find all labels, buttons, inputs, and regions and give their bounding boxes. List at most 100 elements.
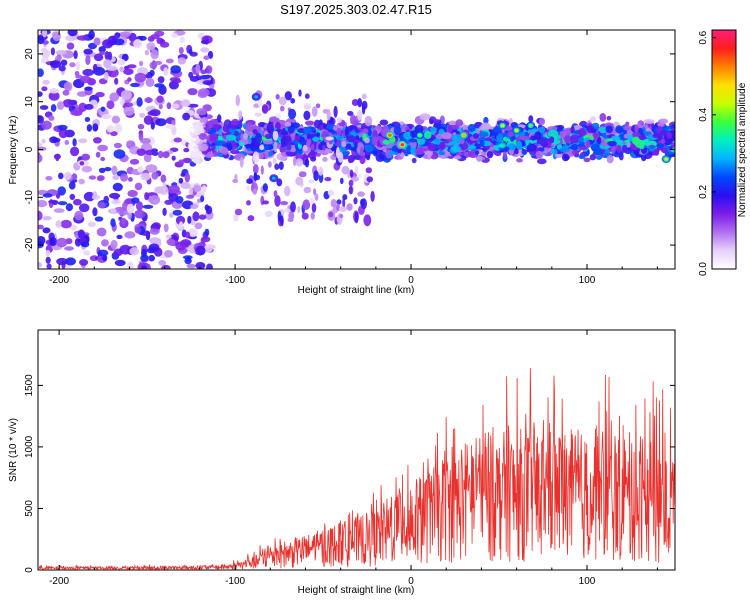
- heatmap-cell: [60, 219, 72, 229]
- heatmap-cell: [246, 200, 251, 206]
- heatmap-cell: [188, 228, 198, 238]
- heatmap-cell: [198, 133, 207, 140]
- heatmap-cell: [169, 212, 174, 218]
- heatmap-cell: [375, 153, 385, 162]
- snr-y-axis-label: SNR (10 * v/v): [8, 418, 19, 482]
- heatmap-cell: [49, 237, 57, 247]
- heatmap-cell: [69, 62, 76, 68]
- heatmap-cell: [259, 144, 265, 151]
- heatmap-cell: [364, 115, 373, 127]
- heatmap-cell: [38, 224, 44, 230]
- heatmap-cell: [38, 142, 42, 147]
- heatmap-cell: [188, 71, 194, 79]
- heatmap-cell: [387, 143, 394, 148]
- heatmap-cell: [65, 203, 73, 212]
- heatmap-cell: [429, 127, 438, 132]
- heatmap-cell: [330, 199, 337, 208]
- heatmap-cell: [140, 138, 151, 145]
- y-tick-label: 10: [24, 96, 35, 108]
- heatmap-cell: [140, 265, 147, 269]
- heatmap-cell: [315, 132, 321, 137]
- heatmap-cell: [185, 231, 191, 239]
- heatmap-cell: [410, 146, 417, 156]
- heatmap-cell: [93, 137, 102, 144]
- heatmap-cell: [528, 115, 534, 123]
- heatmap-cell: [85, 55, 91, 66]
- heatmap-cell: [124, 199, 132, 204]
- heatmap-cell: [540, 138, 547, 146]
- heatmap-cell: [69, 224, 78, 231]
- heatmap-cell: [92, 63, 98, 72]
- heatmap-cell: [274, 195, 281, 207]
- heatmap-cell: [515, 140, 523, 150]
- heatmap-cell: [311, 106, 318, 117]
- heatmap-cell: [170, 65, 182, 74]
- heatmap-cell: [357, 98, 363, 108]
- colorbar: 0.0 0.2 0.4 0.6 Normalized spectral amplitu…: [698, 29, 748, 276]
- heatmap-cell: [112, 175, 120, 180]
- heatmap-cell: [453, 141, 458, 151]
- heatmap-cell: [97, 201, 106, 209]
- heatmap-cell: [234, 131, 240, 136]
- heatmap-cell: [341, 151, 350, 157]
- heatmap-cell: [278, 161, 284, 170]
- heatmap-cell: [589, 116, 597, 122]
- heatmap-cell: [277, 210, 282, 222]
- heatmap-cell: [57, 124, 68, 131]
- heatmap-cell: [137, 123, 145, 130]
- heatmap-cell: [279, 147, 287, 152]
- heatmap-cell: [605, 125, 613, 134]
- heatmap-cell: [70, 109, 83, 116]
- x-tick-label: 0: [408, 576, 414, 587]
- heatmap-cell: [128, 32, 137, 42]
- heatmap-cell: [593, 132, 598, 138]
- x-tick-label: 100: [579, 576, 596, 587]
- heatmap-cell: [93, 53, 104, 62]
- heatmap-cell: [262, 183, 268, 192]
- heatmap-cell: [66, 42, 75, 50]
- heatmap-cell: [195, 262, 206, 269]
- heatmap-cell: [234, 174, 238, 181]
- heatmap-cell: [171, 32, 178, 38]
- heatmap-cell: [93, 37, 101, 46]
- heatmap-cell: [75, 60, 81, 71]
- heatmap-cell: [120, 217, 127, 225]
- heatmap-cell: [145, 164, 158, 173]
- heatmap-cell: [322, 123, 327, 128]
- heatmap-cell: [273, 190, 278, 198]
- heatmap-cell: [661, 147, 668, 154]
- heatmap-cell: [95, 91, 105, 98]
- heatmap-cell: [139, 35, 147, 41]
- heatmap-cell: [116, 234, 123, 240]
- heatmap-cell: [466, 145, 477, 150]
- heatmap-cell: [67, 30, 78, 37]
- heatmap-cell: [303, 186, 312, 194]
- heatmap-cell: [364, 137, 370, 144]
- heatmap-cell: [65, 257, 76, 266]
- heatmap-cell: [611, 135, 620, 141]
- heatmap-cell: [83, 191, 96, 202]
- x-tick-label: 100: [579, 275, 596, 286]
- heatmap-cell: [58, 65, 66, 72]
- heatmap-cell: [348, 179, 354, 187]
- heatmap-cell: [58, 128, 69, 139]
- heatmap-cell: [263, 140, 274, 145]
- heatmap-cell: [434, 119, 440, 124]
- heatmap-cell: [246, 122, 253, 132]
- heatmap-cell: [97, 175, 105, 181]
- heatmap-cell: [57, 201, 68, 206]
- heatmap-cell: [78, 178, 85, 185]
- heatmap-cell: [479, 139, 485, 147]
- heatmap-cell: [38, 115, 44, 124]
- heatmap-cell: [627, 133, 634, 142]
- heatmap-cell: [149, 61, 158, 69]
- heatmap-cell: [50, 104, 57, 112]
- heatmap-cell: [56, 237, 68, 248]
- heatmap-cell: [200, 195, 205, 202]
- heatmap-cell: [94, 216, 104, 222]
- heatmap-cell: [599, 113, 607, 122]
- heatmap-cell: [607, 140, 617, 147]
- heatmap-cell: [559, 130, 567, 139]
- heatmap-cell: [172, 209, 183, 216]
